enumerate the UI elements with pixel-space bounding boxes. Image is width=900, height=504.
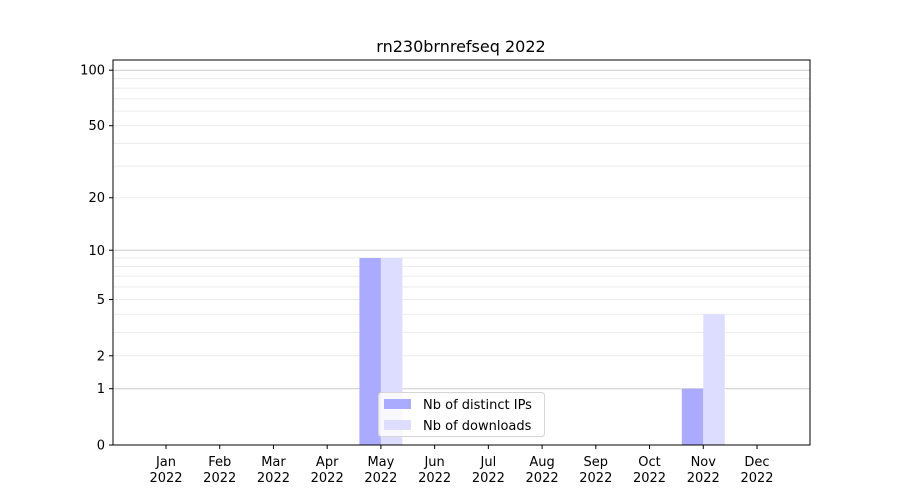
x-tick-label: May: [367, 455, 394, 470]
x-tick-label: Dec: [744, 455, 769, 470]
x-tick-label: Sep: [584, 455, 609, 470]
x-tick-label: Aug: [529, 455, 554, 470]
bar-downloads: [703, 314, 725, 445]
x-tick-label: 2022: [203, 471, 236, 486]
x-tick-label: 2022: [149, 471, 182, 486]
legend-label: Nb of distinct IPs: [423, 398, 532, 413]
plot-frame: [112, 59, 811, 446]
y-tick-label: 2: [97, 349, 105, 364]
y-tick-label: 0: [97, 439, 105, 454]
x-tick-label: Feb: [208, 455, 231, 470]
legend-box: [378, 392, 545, 437]
x-tick-label: 2022: [364, 471, 397, 486]
x-tick-label: Apr: [316, 455, 339, 470]
legend-swatch: [384, 420, 411, 430]
y-tick-label: 5: [97, 293, 105, 308]
x-tick-label: 2022: [687, 471, 720, 486]
x-tick-label: Jul: [480, 455, 497, 470]
x-tick-label: 2022: [418, 471, 451, 486]
x-tick-label: 2022: [633, 471, 666, 486]
x-tick-label: 2022: [526, 471, 559, 486]
x-tick-label: 2022: [740, 471, 773, 486]
x-tick-label: Oct: [638, 455, 660, 470]
y-tick-label: 1: [97, 382, 105, 397]
x-tick-label: 2022: [579, 471, 612, 486]
x-tick-label: Jan: [155, 455, 176, 470]
y-tick-label: 50: [88, 119, 105, 134]
bar-distinct-ips: [359, 258, 381, 445]
y-tick-label: 10: [88, 244, 105, 259]
legend-swatch: [384, 399, 411, 409]
x-tick-label: Jun: [423, 455, 444, 470]
bar-distinct-ips: [681, 388, 704, 445]
y-tick-label: 20: [88, 191, 105, 206]
x-tick-label: Mar: [261, 455, 286, 470]
x-tick-label: 2022: [311, 471, 344, 486]
x-tick-label: Nov: [691, 455, 717, 470]
x-tick-label: 2022: [257, 471, 290, 486]
legend: Nb of distinct IPs Nb of downloads: [378, 392, 545, 437]
y-tick-label: 100: [80, 64, 105, 79]
legend-label: Nb of downloads: [423, 419, 532, 434]
chart-title: rn230brnrefseq 2022: [376, 37, 545, 56]
x-tick-label: 2022: [472, 471, 505, 486]
